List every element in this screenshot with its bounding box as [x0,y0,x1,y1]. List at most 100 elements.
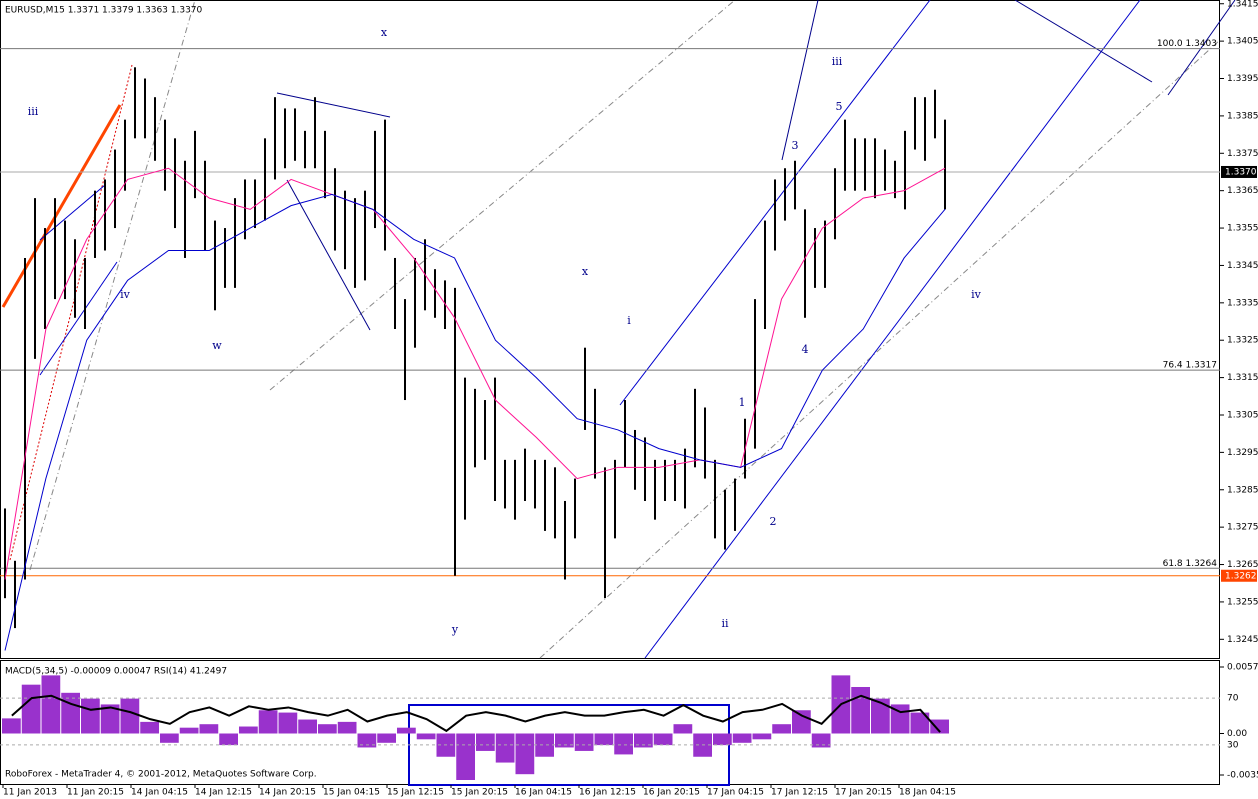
macd-bar [61,692,80,734]
wave-label: 5 [836,100,843,113]
level-label: 100.0 1.3403 [1157,39,1217,49]
macd-bar [811,733,831,748]
macd-bar [120,698,140,734]
wave-label: iv [971,288,982,301]
price-tag [1221,165,1257,178]
moving-average [4,193,946,651]
macd-bar [219,733,238,746]
macd-bar [653,733,673,746]
y-tick-label: 1.3335 [1227,298,1258,308]
macd-bar [792,710,811,734]
y-tick-label: 1.3325 [1227,336,1258,346]
y-tick-label: 1.3285 [1227,485,1258,495]
macd-bar [199,724,219,734]
macd-bar [476,733,495,751]
y-tick-label: 1.3345 [1227,261,1258,271]
x-tick-label: 16 Jan 20:15 [643,788,700,798]
macd-bar [416,733,436,740]
macd-bar [160,733,179,743]
alert-tag [1221,569,1257,582]
macd-tick-label: 0.00 [1227,729,1247,739]
macd-bar [910,712,930,734]
macd-bar [614,733,633,755]
macd-bar [574,733,594,751]
macd-bar [318,724,337,734]
dotted-line [9,64,133,561]
x-tick-label: 16 Jan 04:15 [515,788,572,798]
x-tick-label: 15 Jan 04:15 [323,788,380,798]
wave-line [1014,0,1153,83]
macd-bar [337,721,357,734]
channel-line [29,0,196,571]
wave-label: x [582,265,589,278]
channel-line [39,261,118,376]
rsi-line [11,694,941,733]
y-tick-label: 1.3295 [1227,448,1258,458]
y-tick-label: 1.3375 [1227,149,1258,159]
indicator-label: MACD(5,34,5) -0.00009 0.00047 RSI(14) 41… [5,667,227,677]
level-label: 61.8 1.3264 [1163,559,1218,569]
y-tick-label: 1.3365 [1227,186,1258,196]
y-tick-label: 1.3385 [1227,111,1258,121]
wave-line [781,0,819,161]
macd-bar [634,733,653,748]
wave-label: ii [721,617,729,630]
x-tick-label: 15 Jan 20:15 [451,788,508,798]
macd-bar [397,727,416,734]
macd-bar [179,727,199,734]
trend-lines [1,0,1236,659]
y-tick-label: 1.3355 [1227,224,1258,234]
macd-bar [140,721,159,734]
channel-line [269,0,736,391]
macd-bar [278,712,298,734]
y-tick-label: 1.3395 [1227,74,1258,84]
y-tick-label: 1.3315 [1227,373,1258,383]
macd-bar [258,710,278,734]
rsi-tick-label: 30 [1227,740,1239,750]
x-tick-label: 17 Jan 04:15 [707,788,764,798]
wave-label: 2 [770,515,777,528]
macd-bar [930,719,949,734]
macd-tick-label: -0.00357 [1227,771,1258,781]
x-tick-label: 14 Jan 04:15 [131,788,188,798]
y-tick-label: 1.3415 [1227,0,1258,9]
macd-bar [495,733,515,763]
x-tick-label: 15 Jan 12:15 [387,788,444,798]
moving-average [4,167,946,580]
macd-tick-label: 0.00572 [1227,663,1258,673]
wave-line [276,92,391,118]
macd-bar [555,733,574,748]
x-tick-label: 14 Jan 20:15 [259,788,316,798]
wave-label: 1 [739,396,746,409]
y-tick-label: 1.3275 [1227,523,1258,533]
x-tick-label: 17 Jan 12:15 [771,788,828,798]
macd-bar [239,726,258,734]
current-price-label: 1.3370 [1225,167,1257,177]
macd-bar [594,733,614,746]
macd-bar [298,719,317,734]
wave-label: w [212,339,222,352]
level-label: 76.4 1.3317 [1163,361,1217,371]
macd-bar [752,733,772,740]
channel-line [539,39,1221,659]
rsi-tick-label: 70 [1227,694,1239,704]
macd-bar [81,698,100,734]
wave-label: i [627,314,631,327]
wave-label: x [381,26,388,39]
wave-label: iii [832,55,843,68]
x-tick-label: 11 Jan 2013 [3,788,57,798]
wave-label: 4 [802,343,809,356]
x-tick-label: 18 Jan 04:15 [899,788,956,798]
macd-bar [41,675,61,734]
wave-label: iv [120,288,131,301]
wave-label: y [451,623,459,636]
x-tick-label: 16 Jan 12:15 [579,788,636,798]
alert-label: 1.3262 [1225,571,1257,581]
x-tick-label: 11 Jan 20:15 [67,788,124,798]
footer: RoboForex - MetaTrader 4, © 2001-2012, M… [5,770,317,780]
macd-bar [100,704,120,734]
macd-bar [535,733,554,757]
